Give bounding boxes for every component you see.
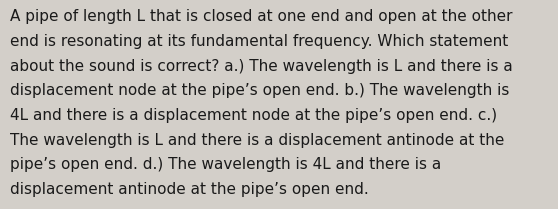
Text: The wavelength is L and there is a displacement antinode at the: The wavelength is L and there is a displ… — [10, 133, 504, 148]
Text: 4L and there is a displacement node at the pipe’s open end. c.): 4L and there is a displacement node at t… — [10, 108, 497, 123]
Text: end is resonating at its fundamental frequency. Which statement: end is resonating at its fundamental fre… — [10, 34, 508, 49]
Text: about the sound is correct? a.) The wavelength is L and there is a: about the sound is correct? a.) The wave… — [10, 59, 513, 74]
Text: A pipe of length L that is closed at one end and open at the other: A pipe of length L that is closed at one… — [10, 9, 513, 24]
Text: pipe’s open end. d.) The wavelength is 4L and there is a: pipe’s open end. d.) The wavelength is 4… — [10, 157, 441, 172]
Text: displacement antinode at the pipe’s open end.: displacement antinode at the pipe’s open… — [10, 182, 369, 197]
Text: displacement node at the pipe’s open end. b.) The wavelength is: displacement node at the pipe’s open end… — [10, 83, 509, 98]
